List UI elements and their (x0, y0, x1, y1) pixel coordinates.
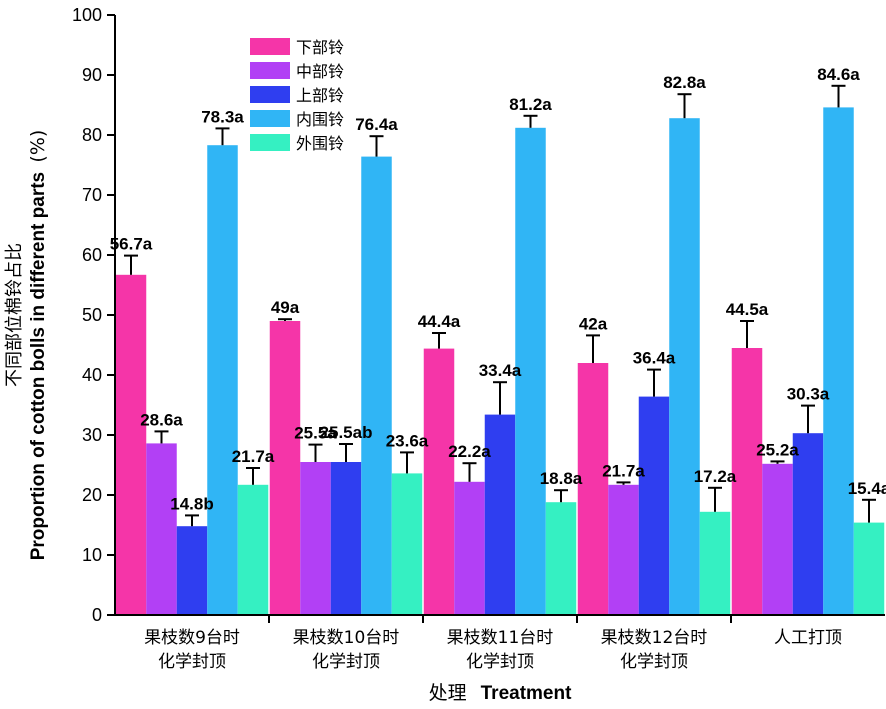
y-tick-label: 60 (82, 245, 102, 265)
y-tick-label: 70 (82, 185, 102, 205)
bar (608, 484, 639, 615)
data-label: 22.2a (448, 442, 491, 461)
legend-label: 中部铃 (296, 62, 344, 81)
bar (300, 462, 331, 615)
y-tick-label: 50 (82, 305, 102, 325)
x-tick-label-line: 化学封顶 (158, 652, 226, 672)
x-tick-label: 果枝数12台时化学封顶 (601, 628, 708, 672)
data-label: 56.7a (110, 235, 153, 254)
bar (391, 473, 423, 615)
bar (853, 522, 885, 615)
bars-layer (115, 107, 885, 616)
bar (207, 145, 238, 615)
legend-swatch (250, 62, 290, 79)
legend-label: 外围铃 (296, 134, 344, 153)
data-label: 49a (271, 298, 300, 317)
y-tick-label: 0 (92, 605, 102, 625)
y-tick-label: 40 (82, 365, 102, 385)
x-tick-label-line: 果枝数11台时 (447, 628, 554, 648)
bar (699, 511, 731, 615)
bar (545, 502, 577, 615)
data-label: 25.2a (756, 440, 799, 459)
error-bars-layer (124, 84, 876, 527)
y-tick-label: 90 (82, 65, 102, 85)
bar (577, 363, 609, 615)
x-tick-label: 人工打顶 (774, 628, 842, 648)
bar (146, 443, 177, 615)
legend-swatch (250, 38, 290, 55)
data-label: 28.6a (140, 410, 183, 429)
x-tick-label-line: 化学封顶 (620, 652, 688, 672)
data-label: 44.4a (418, 312, 461, 331)
x-tick-label: 果枝数11台时化学封顶 (447, 628, 554, 672)
bar (823, 107, 854, 616)
x-tick-label-line: 果枝数10台时 (293, 628, 400, 648)
x-axis-title: 处理 Treatment (429, 682, 573, 704)
data-label: 30.3a (787, 385, 830, 404)
bar (176, 526, 208, 615)
data-label: 25.5a (294, 424, 337, 443)
y-axis-title-unit: (%) (27, 130, 49, 163)
x-tick-label-line: 果枝数12台时 (601, 628, 708, 648)
y-axis-title-cn: 不同部位棉铃占比 (4, 243, 25, 387)
bar (423, 348, 455, 615)
legend-swatch (250, 134, 290, 151)
data-label: 44.5a (726, 300, 769, 319)
bar (792, 433, 824, 615)
bar (237, 484, 269, 615)
data-label: 78.3a (201, 107, 244, 126)
bar (361, 156, 392, 615)
data-label: 21.7a (602, 461, 645, 480)
y-tick-label: 20 (82, 485, 102, 505)
data-label: 15.4a (848, 479, 886, 498)
x-tick-label: 果枝数9台时化学封顶 (144, 628, 240, 672)
y-axis-title-en-text: Proportion of cotton bolls in different … (28, 172, 49, 560)
x-axis-title-en: Treatment (481, 683, 572, 704)
data-label: 36.4a (633, 349, 676, 368)
y-tick-label: 30 (82, 425, 102, 445)
legend-swatch (250, 110, 290, 127)
data-label: 23.6a (386, 431, 429, 450)
x-tick-label-line: 化学封顶 (312, 652, 380, 672)
data-label: 18.8a (540, 469, 583, 488)
bar (731, 348, 763, 615)
data-label: 81.2a (509, 95, 552, 114)
bar (669, 118, 700, 615)
data-label: 84.6a (817, 65, 860, 84)
data-label: 82.8a (663, 73, 706, 92)
legend-label: 内围铃 (296, 110, 344, 129)
data-label: 33.4a (479, 361, 522, 380)
bar (638, 396, 670, 615)
y-tick-label: 80 (82, 125, 102, 145)
x-tick-label-line: 化学封顶 (466, 652, 534, 672)
data-label: 42a (579, 314, 608, 333)
bar (515, 127, 546, 616)
x-tick-label-line: 果枝数9台时 (144, 628, 240, 648)
axes-layer: 0102030405060708090100果枝数9台时化学封顶果枝数10台时化… (72, 5, 885, 672)
bar (454, 481, 485, 615)
data-label: 25.5ab (320, 423, 373, 442)
legend-label: 下部铃 (296, 38, 344, 57)
bar (115, 274, 147, 615)
y-tick-label: 100 (72, 5, 102, 25)
x-axis-title-cn: 处理 (429, 682, 467, 704)
data-label: 21.7a (232, 447, 275, 466)
bar (762, 463, 793, 615)
x-tick-label-line: 人工打顶 (774, 628, 842, 648)
x-tick-label: 果枝数10台时化学封顶 (293, 628, 400, 672)
data-label: 17.2a (694, 467, 737, 486)
y-tick-label: 10 (82, 545, 102, 565)
legend-swatch (250, 86, 290, 103)
bar (330, 462, 362, 615)
bar (269, 321, 301, 615)
data-label: 76.4a (355, 115, 398, 134)
data-label: 14.8b (170, 494, 213, 513)
legend-label: 上部铃 (296, 86, 344, 105)
y-axis-title-en: Proportion of cotton bolls in different … (27, 130, 49, 561)
bar (484, 414, 516, 615)
